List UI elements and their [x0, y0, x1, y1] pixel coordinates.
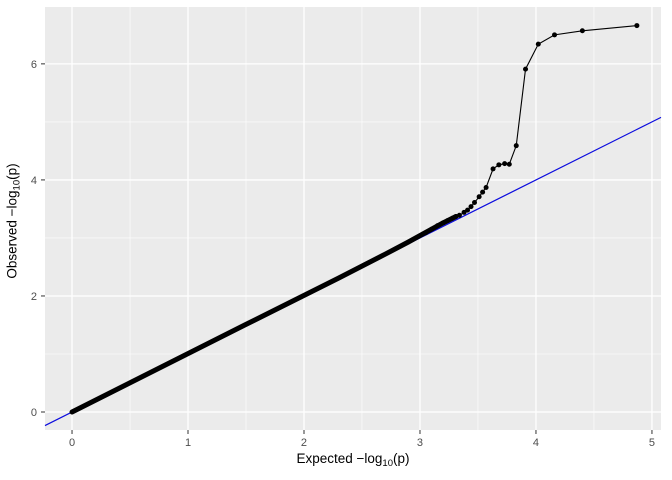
data-point [506, 161, 512, 167]
data-point [456, 212, 462, 218]
y-axis-title-prefix: Observed −log [4, 190, 20, 279]
y-axis-title-suffix: (p) [4, 163, 20, 180]
plot-panel [45, 7, 661, 430]
x-axis-tick-label: 5 [649, 437, 655, 449]
y-axis-title-subscript: 10 [11, 179, 23, 191]
x-axis-tick-label: 2 [301, 437, 307, 449]
data-point [423, 230, 429, 236]
data-point [476, 194, 482, 200]
data-point [502, 161, 508, 167]
data-point [434, 223, 440, 229]
y-axis-tick-label: 6 [31, 59, 37, 71]
data-point [579, 28, 585, 34]
x-axis-title: Expected −log10(p) [45, 451, 661, 471]
data-point [445, 218, 451, 224]
x-axis-tick-label: 1 [185, 437, 191, 449]
data-point [483, 184, 489, 190]
data-point [552, 32, 558, 38]
data-point [490, 166, 496, 172]
data-point [634, 23, 640, 29]
data-point [535, 41, 541, 47]
data-point [471, 200, 477, 206]
x-axis-title-prefix: Expected −log [296, 451, 383, 466]
data-point [496, 162, 502, 168]
x-axis-title-suffix: (p) [393, 451, 410, 466]
y-axis-tick-label: 2 [31, 291, 37, 303]
data-point [480, 189, 486, 195]
data-point [465, 207, 471, 213]
data-point [513, 143, 519, 149]
data-point [523, 66, 529, 72]
y-axis-tick-label: 4 [31, 175, 37, 187]
data-point [429, 226, 435, 232]
y-axis-tick-label: 0 [31, 407, 37, 419]
x-axis-tick-label: 0 [69, 437, 75, 449]
data-point [440, 220, 446, 226]
x-axis-tick-label: 4 [533, 437, 539, 449]
x-axis-title-subscript: 10 [382, 458, 393, 469]
x-axis-tick-label: 3 [417, 437, 423, 449]
y-axis-title: Observed −log10(p) [5, 10, 25, 433]
data-point [468, 204, 474, 210]
